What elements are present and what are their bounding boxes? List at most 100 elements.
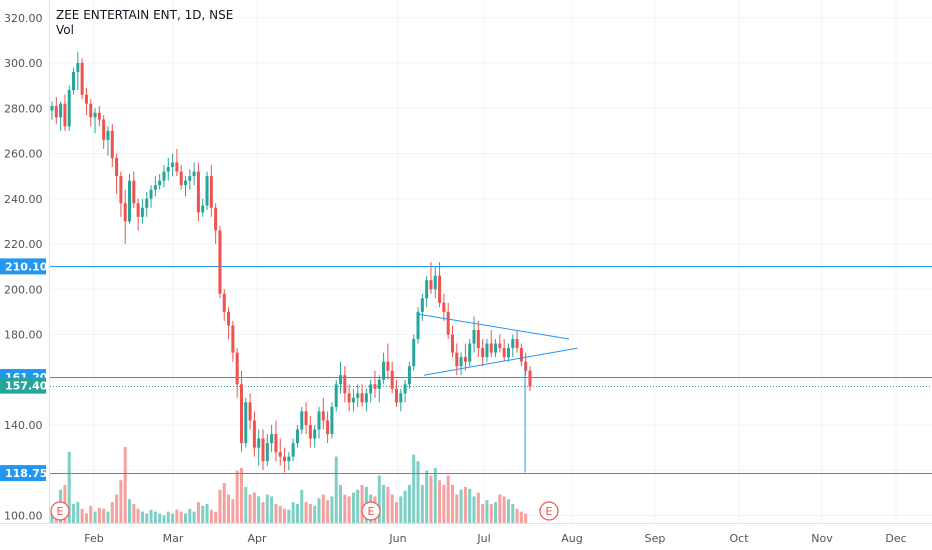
volume-bar [321, 494, 325, 523]
time-axis[interactable]: Feb Mar Apr Jun Jul Aug Sep Oct Nov Dec [0, 523, 932, 546]
candle-body [128, 180, 132, 222]
volume-bar [239, 467, 243, 523]
volume-bar [76, 502, 80, 523]
candle-body [377, 379, 381, 389]
volume-bar [356, 489, 360, 523]
earnings-marker[interactable]: E [539, 501, 559, 521]
candle-body [515, 339, 519, 349]
volume-bar [313, 505, 317, 523]
candle-body [313, 429, 317, 439]
candle-body [192, 171, 196, 177]
volume-bar [188, 508, 192, 523]
volume-bar [261, 502, 265, 523]
volume-bar [304, 502, 308, 523]
volume-bar [128, 499, 132, 523]
candle-body [295, 429, 299, 444]
candle-body [283, 456, 287, 462]
candle-body [494, 343, 498, 353]
candle-body [239, 384, 243, 444]
volume-bar [420, 485, 424, 523]
volume-bar [399, 496, 403, 523]
volume-bar [481, 504, 485, 523]
candle-body [317, 411, 321, 430]
candle-body [209, 176, 213, 208]
time-tick-label: Mar [163, 532, 184, 545]
price-axis[interactable]: 100.00 140.00 180.00 200.00 220.00 240.00 260.… [0, 0, 50, 523]
price-levels [50, 266, 932, 474]
candle-body [201, 205, 205, 213]
candle-body [528, 370, 532, 387]
price-tick-label: 240.00 [4, 193, 43, 206]
candle-body [278, 452, 282, 457]
volume-bar [394, 502, 399, 523]
volume-bar [472, 496, 476, 523]
volume-bar [433, 467, 437, 523]
price-level-badge [0, 258, 46, 275]
volume-bar [416, 461, 420, 523]
candle-body [287, 456, 291, 462]
volume-bar [265, 494, 269, 523]
volume-bar [343, 494, 347, 523]
candle-body [80, 63, 84, 95]
volume-bar [386, 486, 390, 523]
candle-body [166, 167, 170, 172]
earnings-circle [361, 501, 381, 521]
volume-bar [227, 494, 231, 523]
volume-bar [494, 502, 498, 523]
candle-body [351, 397, 355, 403]
price-level-label: 210.10 [5, 260, 48, 273]
earnings-marker[interactable]: E [361, 501, 381, 521]
candle-body [386, 361, 390, 371]
earnings-marker[interactable]: E [50, 501, 70, 521]
volume-bar [93, 511, 97, 523]
volume-bar [330, 496, 334, 523]
volume-bar [300, 489, 304, 523]
volume-bar [97, 507, 101, 523]
time-tick-label: Jul [476, 532, 490, 545]
volume-bar [248, 494, 252, 523]
volume-bar [403, 490, 407, 523]
volume-bar [270, 496, 274, 523]
candle-body [235, 352, 239, 385]
chart-legend: ZEE ENTERTAIN ENT, 1D, NSE Vol [56, 8, 233, 37]
candle-body [425, 280, 429, 299]
candle-body [123, 203, 127, 222]
price-tick-label: 100.00 [4, 510, 43, 523]
volume-bar [446, 475, 450, 523]
price-tick-label: 220.00 [4, 238, 43, 251]
volume-bar [334, 456, 338, 523]
candle-body [214, 207, 218, 231]
candle-body [227, 311, 231, 326]
price-level-badge [0, 465, 46, 482]
candle-body [175, 162, 179, 172]
time-tick-label: Nov [811, 532, 833, 545]
volume-bar [84, 513, 88, 523]
candle-body [321, 411, 325, 421]
earnings-label: E [546, 505, 553, 518]
candle-body [382, 361, 386, 380]
candle-body [343, 375, 347, 394]
volume-bar [283, 508, 287, 523]
volume-bar [485, 500, 489, 523]
volume-bar [291, 502, 295, 523]
volume-bar [257, 496, 261, 523]
candle-body [373, 384, 377, 389]
volume-bar [80, 508, 84, 523]
volume-bar [110, 502, 114, 523]
volume-bar [50, 511, 54, 523]
candle-body [119, 176, 123, 204]
candle-body [162, 171, 166, 181]
volume-bar [244, 486, 248, 523]
candle-body [429, 280, 433, 290]
candle-body [171, 162, 175, 168]
volume-bar [506, 499, 510, 523]
candle-body [403, 384, 407, 394]
volume-bar [89, 505, 93, 523]
volume-bar [308, 504, 312, 523]
candle-body [308, 425, 312, 439]
trendline-drawings[interactable] [417, 313, 578, 473]
candle-body [218, 230, 222, 294]
